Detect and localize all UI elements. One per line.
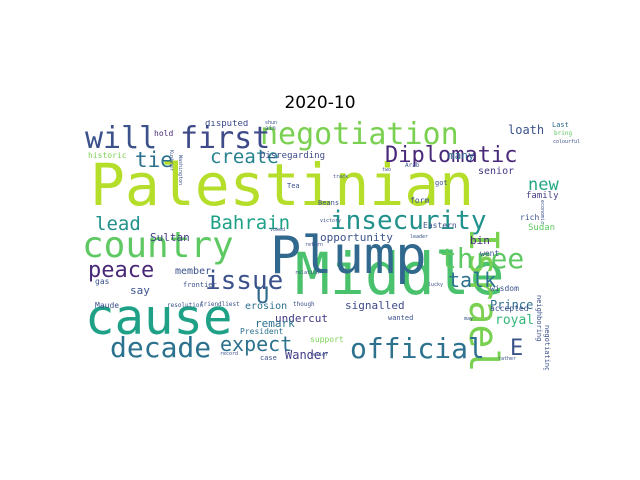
cloud-word: loath (508, 123, 545, 137)
cloud-word: two (382, 167, 392, 173)
cloud-word: erosion (245, 301, 288, 312)
cloud-word: U (256, 284, 270, 309)
cloud-word: senior (478, 166, 515, 177)
chart-title: 2020-10 (284, 93, 356, 113)
cloud-word: cause (85, 289, 233, 346)
cloud-word: Sudan (528, 223, 556, 233)
cloud-word: Sultan (150, 231, 190, 244)
cloud-word: got (435, 179, 448, 187)
cloud-word: Plump (270, 226, 427, 286)
cloud-word: first (180, 121, 271, 156)
cloud-word: rather (498, 356, 517, 362)
cloud-word: disputed (205, 120, 249, 129)
cloud-word: Eastern (423, 221, 457, 230)
cloud-word: victory (320, 218, 342, 224)
cloud-word: Diplomatic (385, 143, 518, 168)
cloud-word: lucky (428, 282, 444, 288)
cloud-word: wanted (388, 314, 414, 322)
cloud-word: bring (554, 130, 573, 137)
cloud-word: shun (265, 120, 278, 126)
cloud-word: vowed (270, 227, 286, 233)
cloud-word: E (510, 336, 524, 361)
cloud-word: frontier (183, 281, 217, 289)
cloud-word: leader (410, 234, 429, 240)
cloud-word: relief (310, 352, 329, 358)
cloud-word: friendliest (200, 301, 240, 308)
cloud-word: Bahrain (210, 212, 291, 234)
cloud-word: support (310, 335, 344, 344)
cloud-word: Middle (295, 240, 505, 308)
cloud-word: economic (539, 200, 545, 225)
cloud-word: will (85, 121, 158, 156)
cloud-word: hold (154, 129, 174, 138)
cloud-word: ain (265, 125, 276, 132)
cloud-word: talk (448, 268, 497, 292)
cloud-word: official (350, 332, 485, 365)
cloud-word: President (240, 327, 284, 336)
cloud-word: Disregarding (260, 151, 326, 161)
cloud-word: member (175, 266, 212, 277)
cloud-word: return (305, 242, 324, 248)
cloud-word: Beans (318, 199, 340, 207)
cloud-word: form (410, 196, 430, 205)
cloud-word: though (293, 301, 315, 308)
cloud-word: three (440, 242, 525, 275)
cloud-word: accepted (490, 304, 529, 313)
cloud-word: track (333, 174, 349, 180)
cloud-word: bin (470, 234, 490, 247)
cloud-word: rich (520, 213, 540, 222)
cloud-word: remark (255, 317, 295, 330)
cloud-word: peace (88, 258, 155, 283)
cloud-word: wisdom (490, 284, 519, 293)
cloud-word: Palestinian (90, 151, 475, 219)
cloud-word: family (526, 191, 559, 201)
cloud-word: Maude (95, 301, 120, 310)
cloud-word: Last (552, 121, 569, 129)
cloud-word: Kushner (168, 150, 174, 172)
cloud-word: may (464, 316, 474, 322)
cloud-word: many (448, 149, 475, 162)
cloud-word: Arab (405, 162, 420, 169)
cloud-word: royal (495, 313, 535, 328)
cloud-word: Washington (177, 155, 183, 186)
cloud-word: went (480, 249, 500, 258)
cloud-word: neighboring (535, 295, 543, 342)
cloud-word: new (528, 175, 559, 195)
cloud-word: insecurity (330, 206, 487, 236)
cloud-word: tie (135, 148, 173, 172)
cloud-word: case (260, 354, 277, 362)
cloud-word: undercut (275, 312, 328, 325)
cloud-word: negotiation (260, 120, 459, 152)
cloud-word: expect (220, 332, 293, 356)
cloud-word: relation (295, 270, 320, 276)
cloud-word: opportunity (320, 231, 393, 244)
cloud-word: create (210, 146, 279, 168)
cloud-word: decade (110, 331, 212, 364)
cloud-word: colourful (553, 139, 580, 145)
cloud-word: historic (88, 151, 127, 160)
cloud-word: record (220, 351, 239, 357)
cloud-word: say (130, 284, 150, 297)
word-cloud: Palestinian Middle cause Plump country Israel… (80, 120, 580, 370)
cloud-word: lead (95, 213, 141, 235)
cloud-word: Prince (490, 298, 534, 312)
cloud-word: gas (95, 277, 110, 286)
cloud-word: resolution (167, 302, 204, 309)
cloud-word: issue (205, 266, 284, 296)
cloud-word: signalled (345, 299, 405, 312)
cloud-word: country (82, 225, 234, 266)
cloud-word: Tea (287, 182, 300, 190)
cloud-word: negotiating (543, 325, 551, 370)
cloud-word: Wander (285, 348, 329, 362)
